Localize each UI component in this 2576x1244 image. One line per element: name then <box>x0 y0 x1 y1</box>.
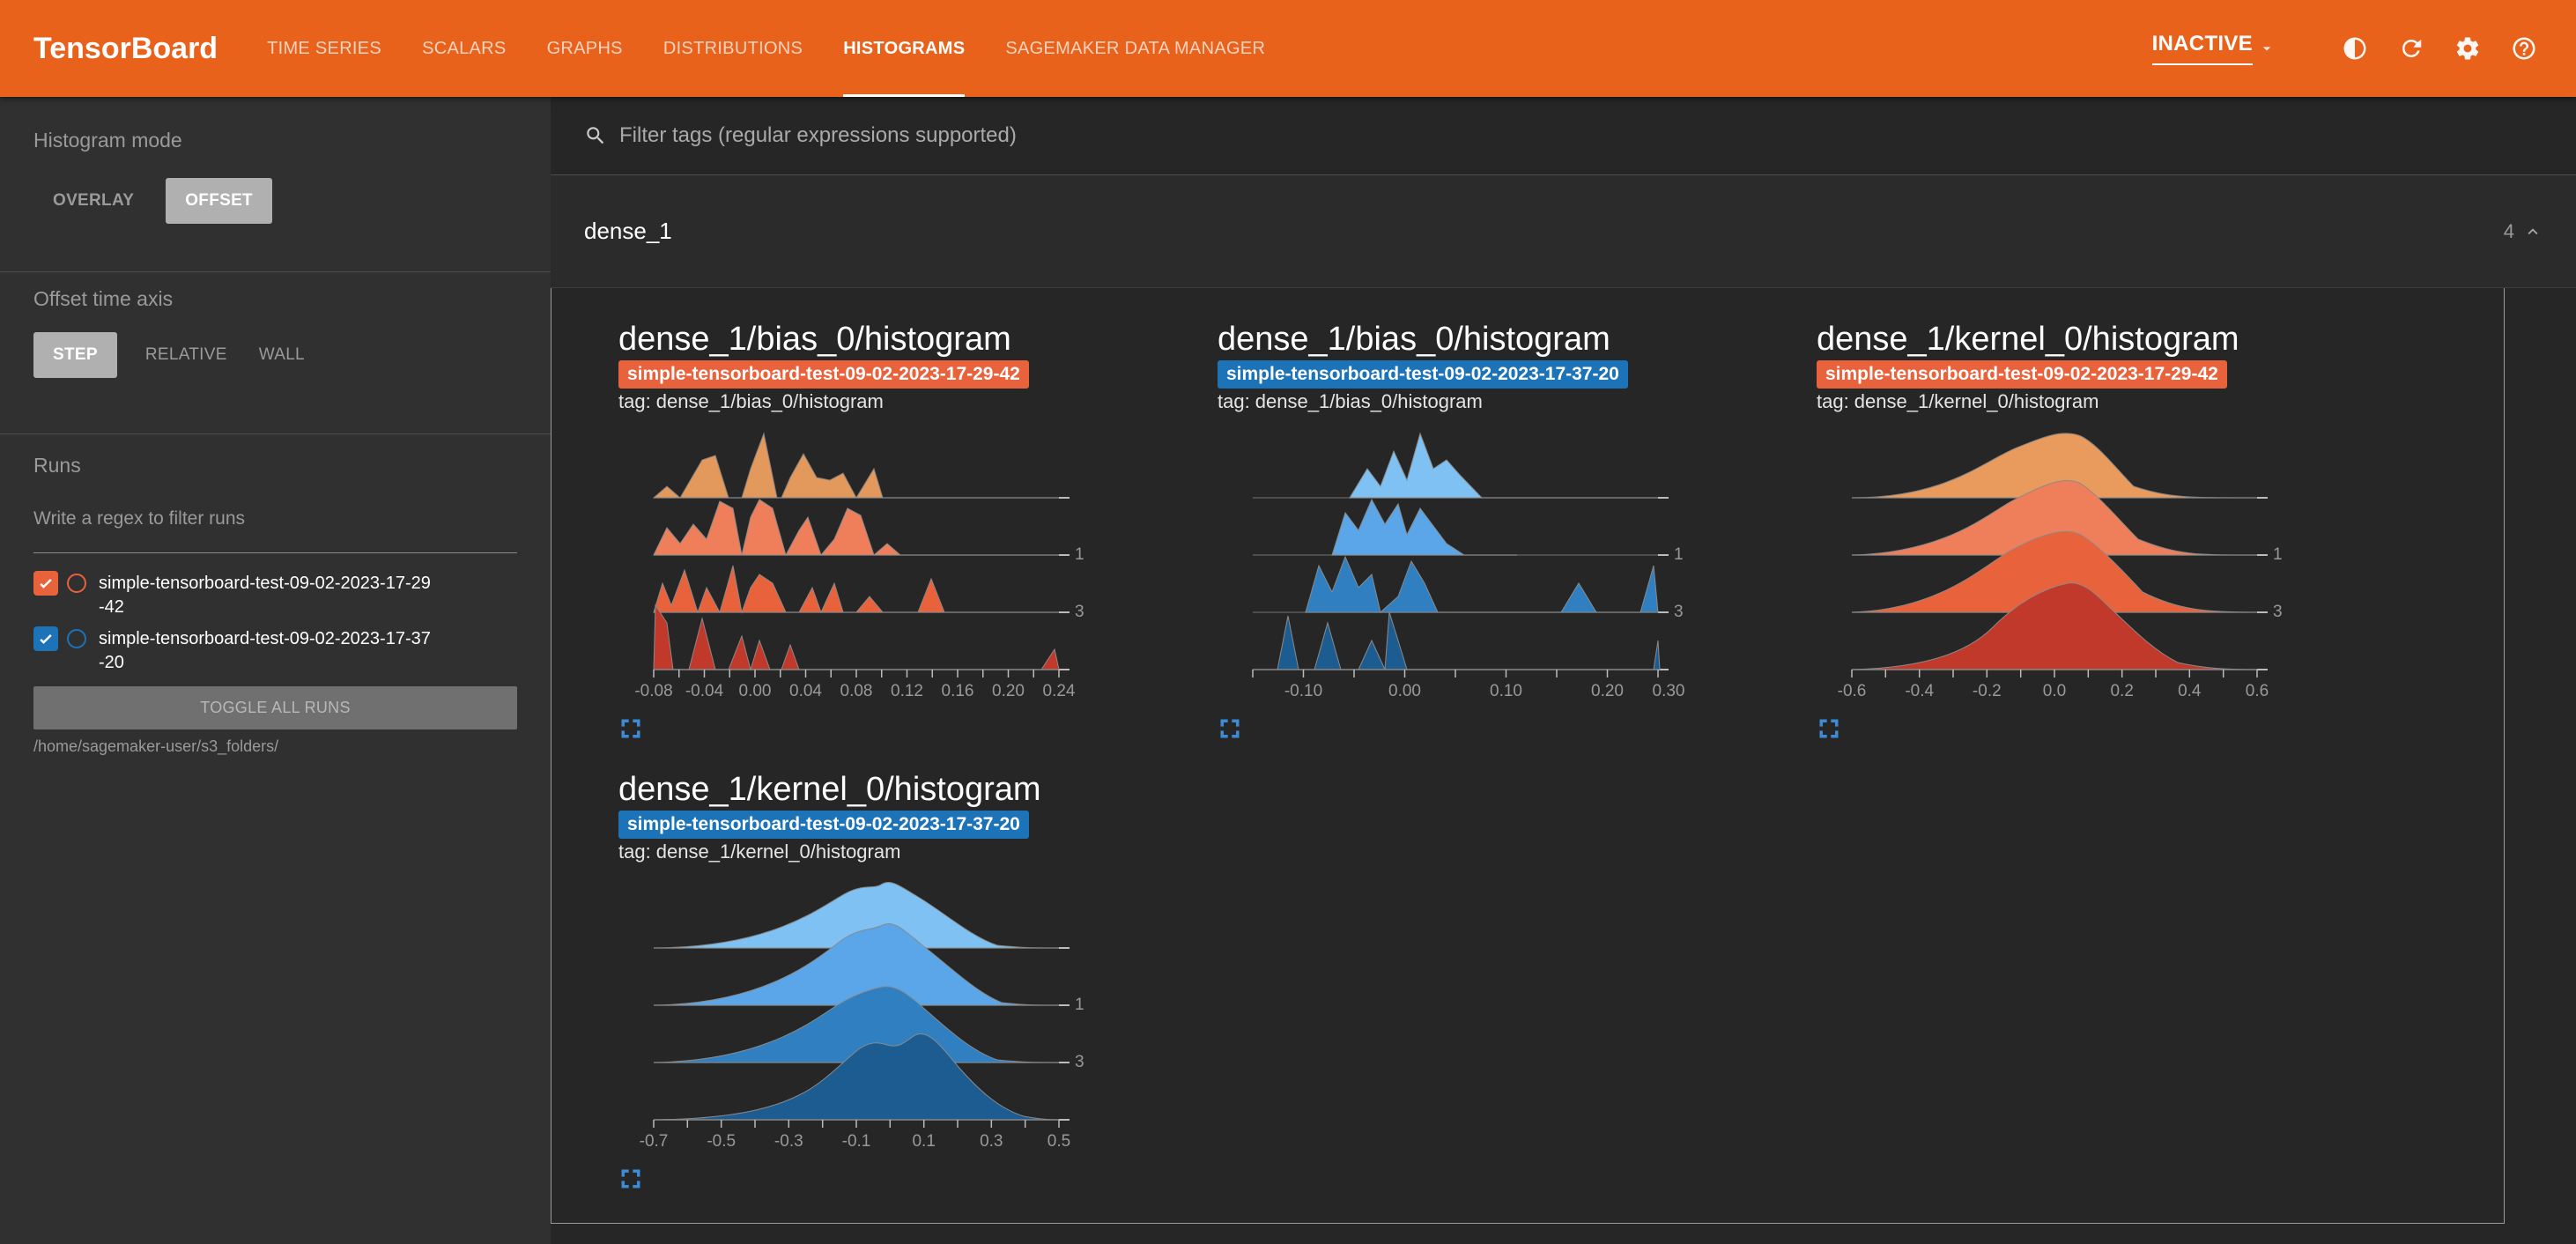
svg-text:0.24: 0.24 <box>1043 682 1076 700</box>
svg-text:0.00: 0.00 <box>739 682 772 700</box>
svg-text:-0.3: -0.3 <box>774 1132 803 1151</box>
svg-text:3: 3 <box>2273 603 2283 621</box>
svg-text:-0.04: -0.04 <box>685 682 724 700</box>
svg-text:1: 1 <box>1075 545 1084 564</box>
svg-text:0.20: 0.20 <box>1591 682 1624 700</box>
svg-text:-0.10: -0.10 <box>1284 682 1322 700</box>
svg-text:-0.4: -0.4 <box>1905 682 1934 700</box>
svg-text:0.20: 0.20 <box>992 682 1025 700</box>
svg-text:0.16: 0.16 <box>942 682 974 700</box>
svg-text:1: 1 <box>1674 545 1684 564</box>
svg-text:0.5: 0.5 <box>1047 1132 1070 1151</box>
svg-text:0.6: 0.6 <box>2246 682 2269 700</box>
svg-text:3: 3 <box>1075 603 1084 621</box>
svg-text:-0.5: -0.5 <box>707 1132 736 1151</box>
svg-text:-0.2: -0.2 <box>1973 682 2002 700</box>
svg-text:0.3: 0.3 <box>980 1132 1003 1151</box>
svg-text:0.1: 0.1 <box>912 1132 935 1151</box>
svg-text:1: 1 <box>1075 996 1084 1014</box>
svg-text:0.10: 0.10 <box>1490 682 1522 700</box>
svg-text:-0.08: -0.08 <box>634 682 672 700</box>
svg-text:3: 3 <box>1075 1053 1084 1071</box>
svg-text:0.00: 0.00 <box>1388 682 1421 700</box>
svg-text:-0.1: -0.1 <box>842 1132 871 1151</box>
svg-text:0.4: 0.4 <box>2178 682 2202 700</box>
svg-text:0.04: 0.04 <box>789 682 822 700</box>
svg-text:1: 1 <box>2273 545 2283 564</box>
svg-text:0.08: 0.08 <box>840 682 873 700</box>
svg-text:0.2: 0.2 <box>2110 682 2133 700</box>
svg-text:0.12: 0.12 <box>891 682 923 700</box>
svg-text:0.0: 0.0 <box>2043 682 2066 700</box>
svg-text:-0.7: -0.7 <box>640 1132 669 1151</box>
svg-text:3: 3 <box>1674 603 1684 621</box>
svg-text:-0.6: -0.6 <box>1838 682 1867 700</box>
svg-text:0.30: 0.30 <box>1653 682 1685 700</box>
